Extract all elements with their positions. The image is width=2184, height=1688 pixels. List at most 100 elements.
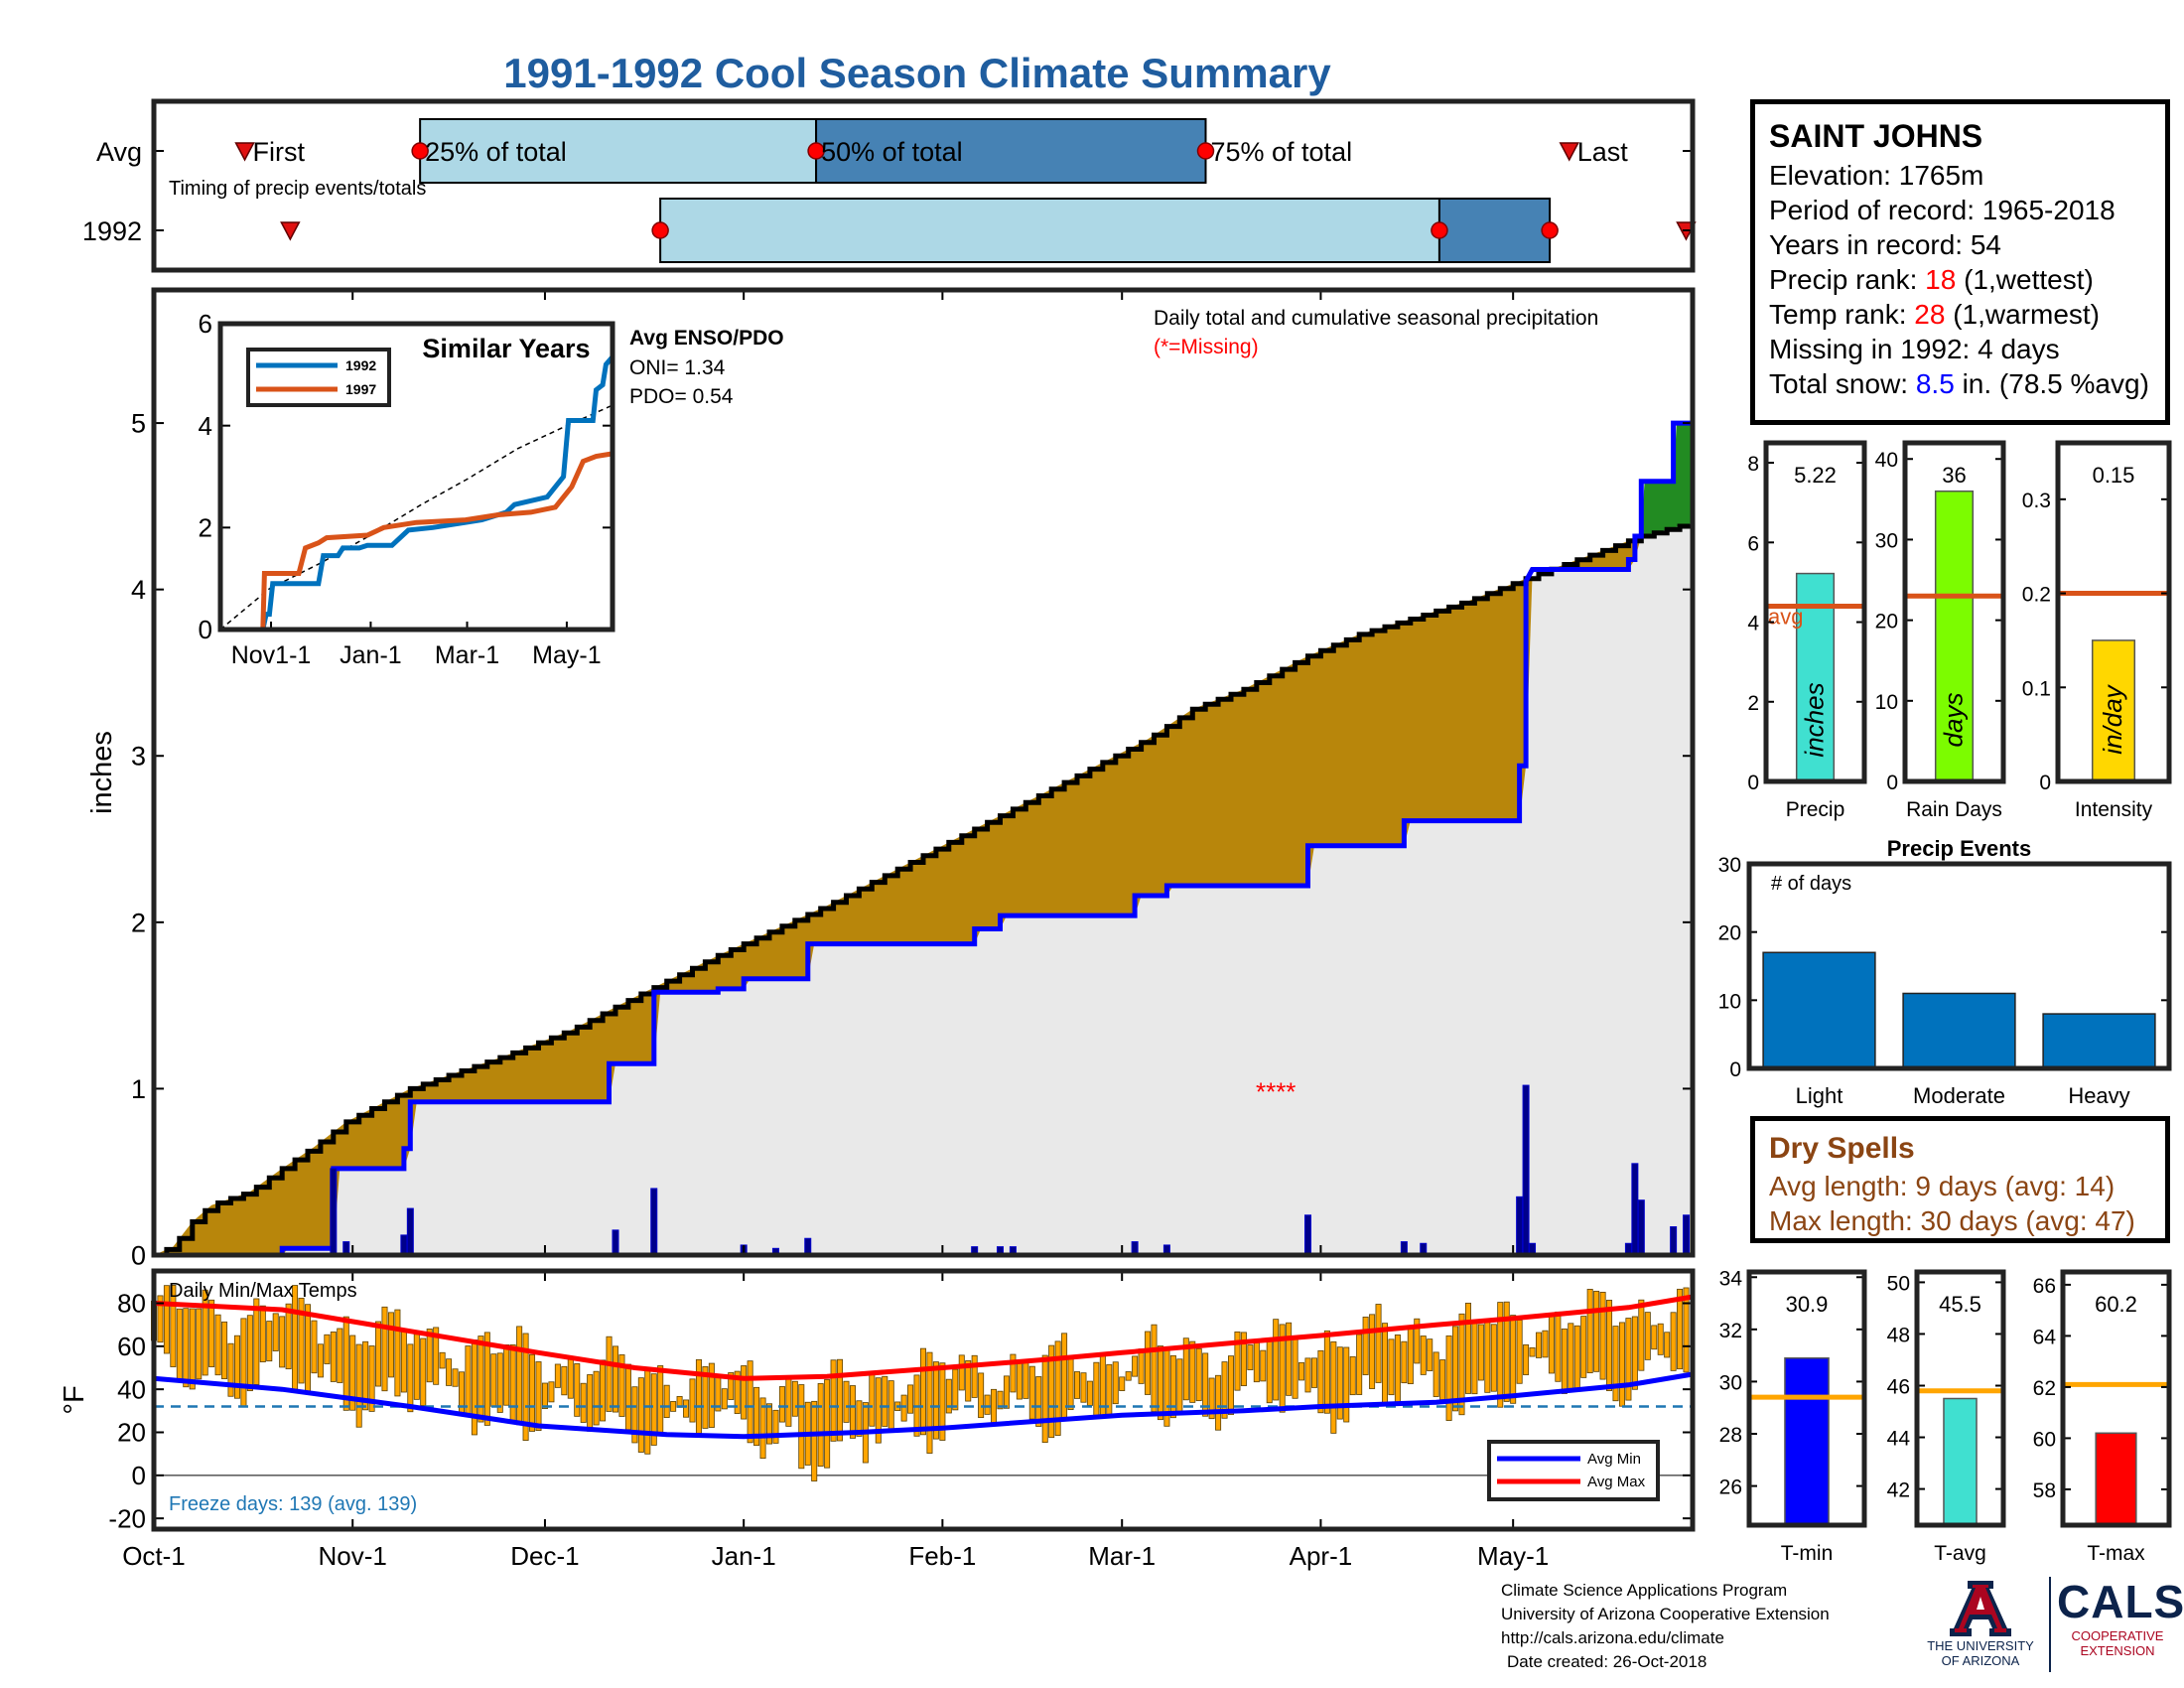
daily-temp-bar [849,1385,856,1439]
daily-temp-bar [1394,1335,1401,1405]
events-inner-label: # of days [1771,873,1851,895]
y-tick-label: 50 [1887,1272,1910,1295]
y-tick-label: 30 [1718,854,1741,877]
daily-temp-bar [907,1384,914,1414]
event-bar-moderate [1902,992,2016,1069]
daily-temp-bar [452,1368,459,1387]
daily-temp-bar [574,1363,581,1417]
timing-note: Timing of precip events/totals [169,178,426,200]
y-tick-label: 64 [2033,1326,2057,1348]
y-tick-label: 4 [131,575,146,605]
daily-temp-bar [926,1351,933,1454]
daily-temp-bar [1145,1331,1152,1395]
y-tick-label: 26 [1719,1477,1742,1499]
cum-deficit-fill [154,522,1693,1255]
daily-temp-bar [529,1353,536,1432]
daily-temp-bar [939,1362,946,1441]
cum-y-axis-label: inches [86,731,118,814]
event-category-label: Heavy [2068,1083,2129,1108]
daily-temp-bar [1464,1303,1471,1394]
daily-temp-bar [1369,1314,1376,1389]
credit-line-2: University of Arizona Cooperative Extens… [1501,1605,1830,1623]
x-tick-label: Jan-1 [712,1541,776,1571]
daily-temp-bar [1336,1346,1343,1420]
snow-label: Total snow: [1769,368,1916,399]
timing-percent-marker [807,142,825,160]
dry-spells-max: Max length: 30 days (avg: 47) [1769,1205,2135,1236]
daily-temp-bar [1189,1340,1196,1403]
daily-temp-bar [1132,1355,1139,1377]
temp-rank-value: 28 [1914,299,1946,330]
daily-temp-bar [1054,1340,1061,1436]
cum-average-line [154,522,1696,1258]
y-tick-label: 0.1 [2022,677,2051,700]
daily-temp-bar [1356,1334,1363,1395]
daily-temp-bar [1427,1338,1433,1371]
daily-temp-bar [1651,1325,1658,1350]
daily-temp-bar [1664,1332,1671,1358]
station-period: Period of record: 1965-2018 [1769,195,2116,225]
timing-percent-marker [1541,221,1559,239]
daily-temp-bar [259,1305,266,1362]
daily-temp-bar [1234,1331,1241,1391]
daily-temp-bar [1323,1330,1330,1414]
legend-label-1992: 1992 [345,357,376,373]
y-tick-label: 1 [131,1074,146,1104]
daily-temp-bar [1273,1319,1280,1401]
daily-temp-bar [387,1312,394,1378]
credits-block: Climate Science Applications Program Uni… [1501,1579,1830,1674]
daily-precip-bar [1683,1214,1691,1256]
daily-temp-bar [554,1363,561,1388]
daily-temp-bar [561,1365,568,1396]
daily-temp-bar [433,1327,440,1385]
daily-temp-bar [1593,1290,1600,1372]
missing-days: Missing in 1992: 4 days [1769,334,2060,364]
events-frame [1746,861,2172,1071]
daily-temp-bar [824,1379,831,1469]
avg-min-line [153,1371,1694,1440]
daily-temp-bar [657,1365,664,1434]
daily-temp-bar [663,1384,670,1418]
precip-rank-note: (1,wettest) [1956,264,2094,295]
timing-row-1992: 1992 [82,216,142,246]
daily-temp-bar [1202,1352,1209,1417]
timing-percent-marker [1431,221,1448,239]
daily-temp-bar [1157,1345,1163,1421]
y-tick-label: 60 [117,1332,146,1361]
daily-temp-bar [1035,1376,1042,1427]
daily-temp-bar [741,1365,748,1420]
daily-temp-bar [1631,1316,1638,1390]
precip-rank-value: 18 [1925,264,1957,295]
daily-temp-bar [1445,1335,1452,1421]
intensity-unit-label: in/day [2098,683,2127,754]
temps-y-axis-label: °F [59,1385,90,1414]
daily-temp-bar [246,1315,253,1392]
daily-temp-bar [1599,1291,1606,1380]
y-tick-label: 42 [1887,1479,1910,1502]
logo-coop-line1: COOPERATIVE [2071,1628,2164,1643]
daily-temp-bar [1484,1322,1491,1393]
daily-temp-bar [613,1345,619,1413]
daily-temp-bar [772,1409,779,1444]
tmax-frame [2060,1269,2172,1528]
y-tick-label: 4 [1747,613,1759,635]
daily-temp-bar [843,1380,850,1423]
y-tick-label: 2 [199,512,212,542]
daily-temp-bar [1503,1301,1510,1402]
event-category-label: Moderate [1913,1083,2005,1108]
daily-temp-bar [337,1328,343,1383]
y-tick-label: 30 [1875,529,1898,552]
tavg-x-label: T-avg [1934,1542,1986,1565]
daily-temp-bar [285,1303,292,1370]
daily-temp-bar [1208,1377,1215,1420]
daily-temp-bar [1240,1332,1247,1386]
daily-temp-bar [778,1386,785,1423]
logo-coop-line2: EXTENSION [2080,1643,2155,1658]
daily-temp-bar [1606,1300,1613,1391]
timing-first-last-marker [280,221,301,241]
y-tick-label: 40 [117,1374,146,1404]
enso-oni: ONI= 1.34 [629,356,726,379]
daily-temp-bar [1253,1340,1260,1383]
daily-temp-bar [1260,1349,1267,1382]
credit-line-3: http://cals.arizona.edu/climate [1501,1628,1724,1647]
